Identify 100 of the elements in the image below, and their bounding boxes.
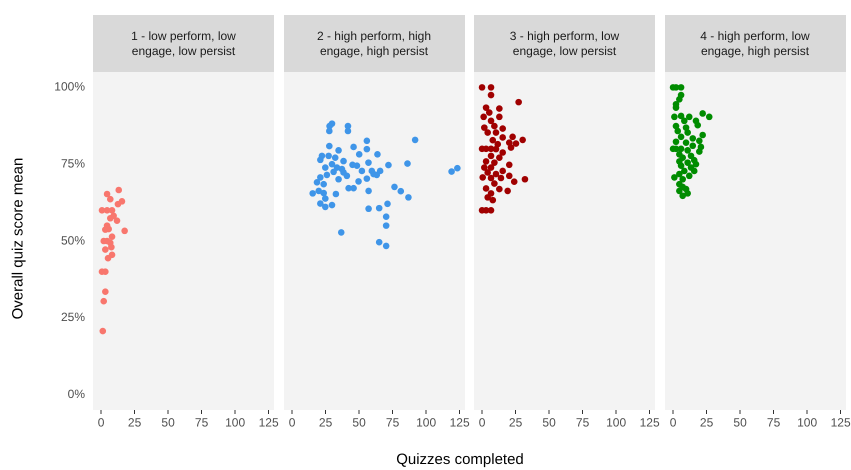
x-tick-label: 25: [318, 416, 332, 430]
point: [685, 114, 692, 120]
point: [510, 178, 518, 185]
point: [508, 144, 514, 151]
chart-title: 1 - low perform, low engage, low persist: [93, 15, 274, 72]
point: [108, 206, 116, 214]
x-tick-label: 75: [766, 416, 780, 430]
point: [488, 174, 494, 182]
point: [491, 159, 498, 166]
point: [506, 172, 513, 180]
x-tick-label: 100: [796, 416, 817, 430]
y-tick-label: 0%: [68, 386, 86, 401]
point: [486, 109, 493, 116]
x-tick-label: 0: [478, 416, 486, 430]
point: [670, 114, 678, 120]
x-tick-label: 50: [732, 416, 747, 430]
point: [479, 174, 486, 181]
point: [488, 206, 494, 214]
point: [680, 168, 688, 174]
point: [488, 92, 494, 98]
y-tick-label: 100%: [54, 80, 86, 94]
point: [499, 149, 506, 156]
point: [684, 147, 690, 154]
point: [519, 136, 526, 144]
point: [504, 188, 511, 194]
point: [499, 125, 506, 132]
point: [696, 138, 702, 144]
point: [678, 192, 686, 200]
point: [496, 105, 503, 112]
point: [491, 180, 498, 187]
point: [496, 154, 503, 162]
point: [698, 110, 706, 117]
x-tick-label: 125: [640, 416, 660, 430]
point: [685, 172, 692, 180]
point: [481, 124, 488, 131]
point: [677, 112, 684, 120]
x-tick-label: 0: [98, 416, 105, 430]
point: [482, 158, 490, 165]
point: [696, 148, 702, 155]
point: [680, 118, 688, 124]
y-tick-label: 25%: [60, 310, 86, 324]
point: [484, 129, 491, 136]
point: [488, 152, 494, 160]
x-tick-label: 75: [194, 416, 209, 430]
point: [670, 174, 678, 181]
point: [705, 114, 712, 120]
point: [687, 152, 694, 160]
point: [480, 114, 487, 120]
point: [108, 244, 115, 250]
x-tick-label: 100: [225, 416, 246, 430]
x-tick-label: 25: [508, 416, 523, 430]
point: [488, 164, 494, 171]
point: [100, 298, 108, 305]
point: [692, 160, 699, 168]
point: [676, 170, 682, 178]
point: [684, 129, 690, 136]
point: [674, 128, 681, 134]
point: [114, 217, 120, 224]
x-tick-label: 50: [542, 416, 556, 430]
x-axis-title: Quizzes completed: [395, 451, 525, 468]
x-tick-label: 75: [576, 416, 590, 430]
point: [492, 170, 500, 178]
point: [104, 254, 112, 262]
point: [499, 168, 506, 174]
point: [688, 135, 696, 142]
point: [104, 190, 110, 198]
point: [484, 169, 491, 176]
point: [522, 176, 528, 183]
x-tick-label: 125: [830, 416, 850, 430]
point: [115, 186, 122, 194]
y-tick-label: 75%: [60, 156, 86, 170]
point: [698, 132, 706, 138]
x-tick-label: 125: [449, 416, 470, 430]
point: [106, 214, 114, 222]
x-tick-label: 25: [128, 416, 142, 430]
point: [676, 96, 682, 103]
point: [482, 104, 490, 111]
point: [478, 84, 486, 91]
point: [114, 200, 122, 208]
x-tick-label: 125: [258, 416, 279, 430]
point: [498, 174, 504, 182]
point: [677, 134, 684, 140]
point: [489, 136, 496, 144]
point: [496, 186, 503, 192]
point: [684, 159, 690, 166]
chart-title: 4 - high perform, low engage, high persist: [664, 15, 846, 72]
point: [488, 84, 494, 91]
point: [481, 164, 488, 171]
y-tick-label: 50%: [60, 233, 86, 248]
chart-title: 2 - high perform, high engage, high persist: [284, 15, 464, 72]
x-tick-label: 25: [699, 416, 714, 430]
point: [121, 228, 128, 234]
x-tick-label: 50: [352, 416, 366, 430]
point: [690, 168, 698, 174]
chart-title: 3 - high perform, low engage, low persist: [474, 15, 655, 72]
point: [102, 288, 109, 295]
x-tick-label: 75: [385, 416, 400, 430]
point: [678, 176, 686, 183]
point: [492, 129, 500, 136]
x-tick-label: 50: [161, 416, 176, 430]
